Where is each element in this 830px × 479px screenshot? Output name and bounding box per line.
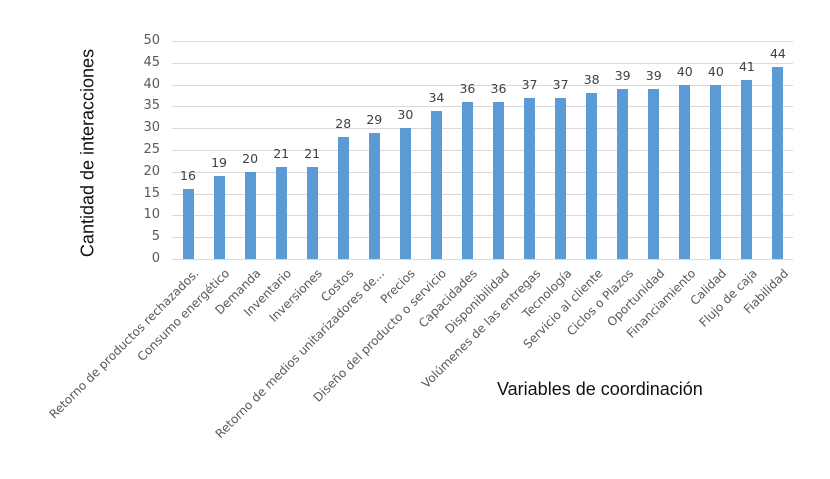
bar[interactable] <box>430 110 442 259</box>
bar[interactable] <box>741 80 753 259</box>
y-tick-label: 20 <box>143 164 160 179</box>
y-tick-label: 45 <box>143 55 160 70</box>
bar-value-label: 36 <box>490 81 507 97</box>
bar-value-label: 30 <box>397 107 414 123</box>
bar[interactable] <box>493 102 504 259</box>
bar-value-label: 40 <box>676 63 693 79</box>
y-tick-label: 50 <box>143 33 160 48</box>
gridline <box>172 194 793 195</box>
bar-value-label: 21 <box>304 146 321 162</box>
y-axis-title: Cantidad de interacciones <box>77 48 98 258</box>
bar-value-label: 36 <box>459 81 476 97</box>
gridline <box>172 215 793 216</box>
x-tick-label: Retorno de productos rechazados. <box>46 266 202 422</box>
bar[interactable] <box>213 176 225 259</box>
bar-value-label: 44 <box>769 46 786 62</box>
bar-value-label: 39 <box>645 67 662 83</box>
bar-value-label: 40 <box>707 63 724 79</box>
y-tick-label: 10 <box>143 207 160 222</box>
bar[interactable] <box>679 84 691 259</box>
bar-value-label: 41 <box>738 59 755 75</box>
bar-value-label: 37 <box>521 76 538 92</box>
y-tick-label: 25 <box>143 142 160 157</box>
bar[interactable] <box>461 102 473 259</box>
y-tick-label: 5 <box>151 229 160 244</box>
bar[interactable] <box>772 67 784 259</box>
gridline <box>172 128 793 129</box>
y-tick-label: 30 <box>143 120 160 135</box>
bar[interactable] <box>586 93 598 259</box>
bar-value-label: 34 <box>428 89 445 105</box>
bar-value-label: 21 <box>273 146 290 162</box>
gridline <box>172 63 793 64</box>
gridline <box>172 85 793 86</box>
bar[interactable] <box>244 171 256 259</box>
y-tick-label: 15 <box>143 186 160 201</box>
gridline <box>172 106 793 107</box>
bar[interactable] <box>555 97 567 259</box>
x-axis-title: Variables de coordinación <box>497 379 703 399</box>
bar-value-label: 38 <box>583 72 600 88</box>
bar[interactable] <box>368 132 380 259</box>
bar-value-label: 29 <box>366 111 383 127</box>
y-tick-label: 35 <box>143 98 160 113</box>
bar[interactable] <box>399 128 411 259</box>
bar-value-label: 16 <box>180 168 196 184</box>
bar[interactable] <box>182 189 194 259</box>
bar[interactable] <box>275 167 287 259</box>
y-tick-label: 40 <box>143 77 160 92</box>
bar-value-label: 20 <box>242 150 259 166</box>
gridline <box>172 237 793 238</box>
gridline <box>172 150 793 151</box>
gridline <box>172 41 793 42</box>
gridline <box>172 172 793 173</box>
bar-value-label: 39 <box>614 67 631 83</box>
gridline <box>172 259 793 260</box>
bar-value-label: 19 <box>211 155 227 171</box>
bar-value-label: 28 <box>335 115 352 131</box>
y-tick-label: 0 <box>151 251 160 266</box>
bar[interactable] <box>617 88 629 259</box>
bar[interactable] <box>306 167 318 259</box>
bar-value-label: 37 <box>552 76 569 92</box>
bar[interactable] <box>648 88 660 259</box>
bar[interactable] <box>524 97 536 259</box>
bar[interactable] <box>337 136 349 259</box>
bar[interactable] <box>710 84 722 259</box>
y-axis-title-wrap: Cantidad de interacciones <box>73 37 103 269</box>
